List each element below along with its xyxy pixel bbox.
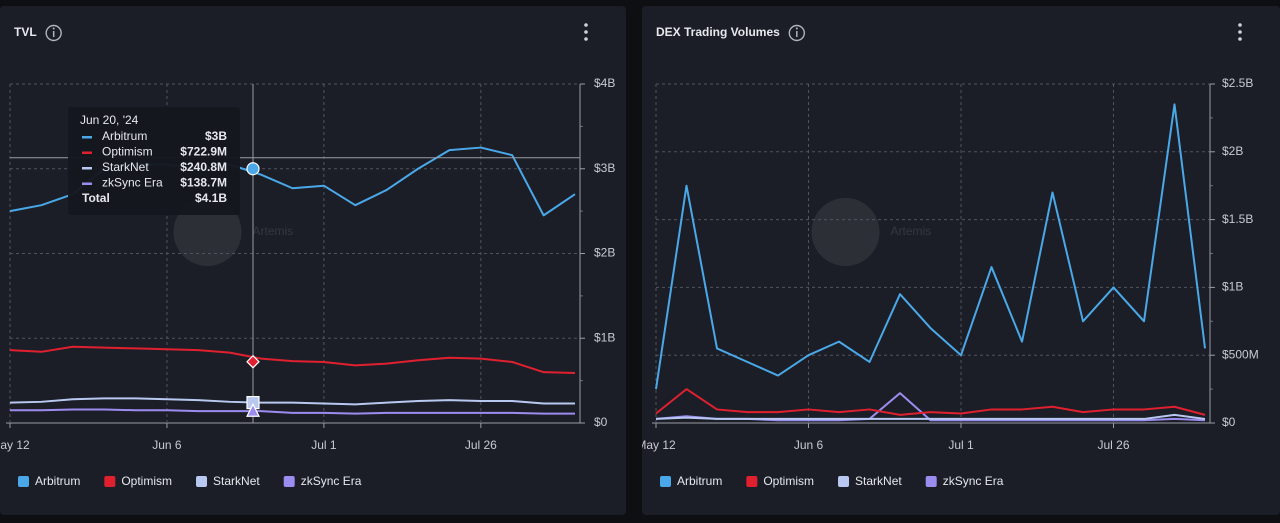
- x-tick-label: Jul 1: [311, 438, 337, 452]
- hover-marker: [246, 354, 260, 369]
- menu-dot[interactable]: [1238, 30, 1242, 34]
- tooltip: Jun 20, '24 Arbitrum $3B Optimism $722.9M Sta…: [68, 107, 240, 215]
- hover-marker: [246, 402, 260, 417]
- legend-label[interactable]: StarkNet: [855, 474, 902, 488]
- series-line: [655, 392, 1206, 422]
- menu-dot[interactable]: [584, 37, 588, 41]
- hover-marker: [246, 162, 260, 176]
- tooltip-swatch: [82, 182, 92, 185]
- y-tick-label: $0: [1222, 415, 1236, 429]
- legend-swatch[interactable]: [196, 476, 208, 487]
- tooltip-swatch: [82, 136, 92, 139]
- legend-label[interactable]: Arbitrum: [35, 474, 80, 488]
- tooltip-total: $4.1B: [195, 191, 227, 205]
- legend-swatch[interactable]: [283, 476, 295, 487]
- watermark: Artemis: [891, 224, 932, 238]
- legend-swatch[interactable]: [925, 476, 937, 487]
- legend-label[interactable]: Optimism: [763, 474, 814, 488]
- legend-swatch[interactable]: [660, 476, 671, 487]
- y-tick-label: $2B: [594, 246, 615, 260]
- tooltip-value: $722.9M: [180, 145, 227, 159]
- menu-dot[interactable]: [584, 30, 588, 34]
- x-tick-label: Jun 6: [794, 438, 824, 452]
- legend-label[interactable]: zkSync Era: [301, 474, 362, 488]
- tooltip-swatch: [82, 167, 92, 170]
- tooltip-total-name: Total: [82, 191, 110, 205]
- legend-swatch[interactable]: [18, 476, 29, 487]
- series-line: [655, 388, 1206, 416]
- tvl-panel: TVL Artemis $0 $1B $2B $3B $4B May 12 Jun 6 Jul 1…: [0, 6, 626, 515]
- chart-title: DEX Trading Volumes: [656, 25, 780, 39]
- x-tick-label: Jul 1: [948, 438, 974, 452]
- legend-label[interactable]: zkSync Era: [943, 474, 1004, 488]
- series-line: [9, 397, 575, 406]
- y-tick-label: $500M: [1222, 347, 1259, 361]
- info-icon-dot: [52, 27, 55, 30]
- y-tick-label: $1B: [1222, 280, 1243, 294]
- info-icon: [788, 24, 806, 42]
- tooltip-name: Optimism: [102, 145, 153, 159]
- tooltip-name: Arbitrum: [102, 129, 147, 143]
- x-tick-label: Jun 6: [152, 438, 182, 452]
- chart-title: TVL: [14, 25, 37, 39]
- y-tick-label: $2B: [1222, 144, 1243, 158]
- legend-label[interactable]: Optimism: [121, 474, 172, 488]
- tooltip-value: $240.8M: [180, 160, 227, 174]
- y-tick-label: $1.5B: [1222, 212, 1253, 226]
- chart: TVL Artemis $0 $1B $2B $3B $4B May 12 Jun 6 Jul 1…: [0, 23, 615, 488]
- tooltip-name: StarkNet: [102, 160, 149, 174]
- tooltip-box: [68, 107, 240, 215]
- tooltip-swatch: [82, 151, 92, 154]
- tooltip-value: $138.7M: [180, 176, 227, 190]
- series-line: [655, 413, 1206, 420]
- dex-panel: DEX Trading Volumes Artemis $0 $500M $1B $1.5…: [642, 6, 1280, 515]
- x-tick-label: Jul 26: [1097, 438, 1129, 452]
- legend-swatch[interactable]: [746, 476, 758, 487]
- x-tick-label: Jul 26: [465, 438, 497, 452]
- info-icon-dot: [795, 27, 798, 30]
- chart: DEX Trading Volumes Artemis $0 $500M $1B $1.5…: [642, 23, 1259, 488]
- legend-label[interactable]: Arbitrum: [677, 474, 722, 488]
- y-tick-label: $2.5B: [1222, 76, 1253, 90]
- tooltip-value: $3B: [205, 129, 227, 143]
- y-tick-label: $0: [594, 415, 608, 429]
- y-tick-label: $4B: [594, 76, 615, 90]
- x-tick-label: May 12: [642, 438, 676, 452]
- info-icon: [45, 24, 62, 42]
- menu-dot[interactable]: [1238, 37, 1242, 41]
- tooltip-title: Jun 20, '24: [80, 113, 139, 127]
- series-line: [10, 408, 575, 415]
- watermark-logo: [811, 198, 880, 266]
- legend-swatch[interactable]: [838, 476, 850, 487]
- y-tick-label: $1B: [594, 330, 615, 344]
- menu-dot[interactable]: [584, 23, 588, 27]
- menu-dot[interactable]: [1238, 23, 1242, 27]
- x-tick-label: May 12: [0, 438, 30, 452]
- legend-label[interactable]: StarkNet: [213, 474, 260, 488]
- series-line: [9, 345, 576, 374]
- tooltip-name: zkSync Era: [102, 176, 163, 190]
- watermark: Artemis: [253, 224, 294, 238]
- y-tick-label: $3B: [594, 161, 615, 175]
- series-line: [655, 103, 1206, 390]
- legend-swatch[interactable]: [104, 476, 116, 487]
